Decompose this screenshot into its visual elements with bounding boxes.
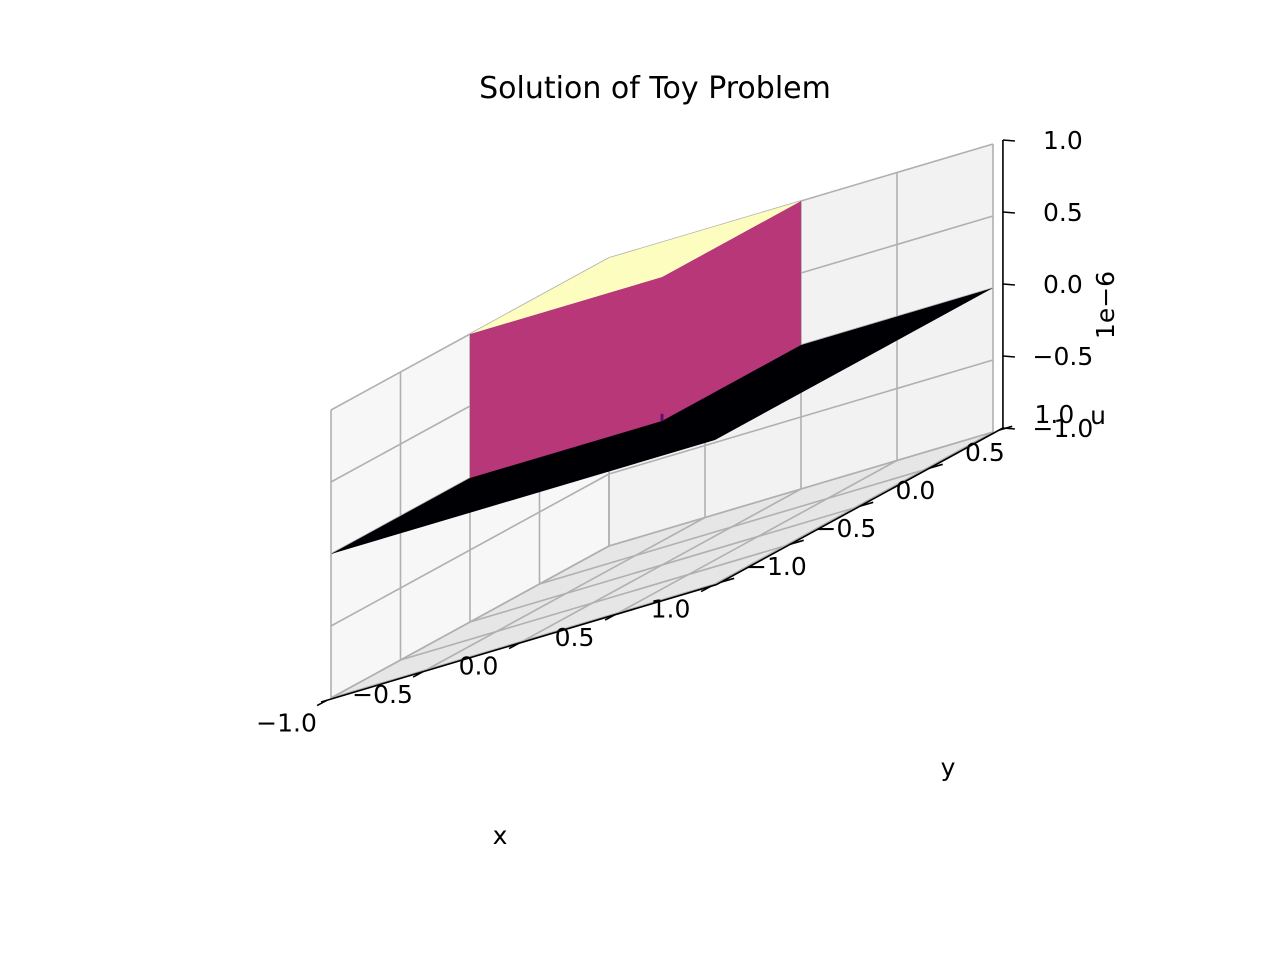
z-tick-label-3: 0.5 [1043, 198, 1083, 227]
chart-title: Solution of Toy Problem [479, 71, 831, 106]
z-tick-3 [1002, 211, 1015, 214]
surface-right-face [662, 201, 801, 421]
z-tick-0 [1002, 427, 1015, 430]
y-tick-label-4: 1.0 [1035, 400, 1075, 429]
tick-labels: −1.0−0.50.00.51.0−1.0−0.50.00.51.0−1.0−0… [256, 126, 1093, 737]
y-grid-floor-3 [539, 469, 924, 585]
y-tick-1 [790, 539, 804, 546]
z-tick-1 [1002, 355, 1015, 358]
z-grid-back-0 [608, 431, 994, 547]
y-tick-3 [929, 463, 943, 470]
z-grid-left-1 [330, 473, 610, 627]
x-tick-1 [412, 671, 424, 678]
x-tick-3 [604, 614, 616, 621]
y-tick-label-3: 0.5 [965, 438, 1005, 467]
x-tick-label-2: 0.0 [459, 651, 499, 680]
x-tick-4 [700, 585, 712, 593]
z-tick-label-1: −0.5 [1033, 342, 1094, 371]
y-tick-label-1: −0.5 [816, 514, 877, 543]
z-tick-label-4: 1.0 [1043, 126, 1083, 155]
y-tick-0 [720, 577, 735, 584]
z-offset-label: 1e−6 [1091, 271, 1120, 339]
z-tick-2 [1002, 283, 1015, 286]
z-grid-left-0 [330, 545, 610, 699]
z-tick-4 [1002, 139, 1015, 142]
y-tick-label-2: 0.0 [896, 476, 936, 505]
x-tick-label-1: −0.5 [352, 680, 413, 709]
y-tick-2 [859, 501, 874, 508]
x-tick-label-3: 0.5 [555, 623, 595, 652]
x-tick-0 [316, 699, 328, 707]
y-grid-floor-2 [469, 507, 855, 623]
z-tick-label-2: 0.0 [1043, 270, 1083, 299]
x-tick-2 [508, 642, 520, 650]
x-tick-label-0: −1.0 [256, 708, 317, 737]
surface-front-face [470, 277, 662, 478]
z-grid-back-1 [608, 359, 994, 475]
y-grid-floor-0 [330, 583, 716, 699]
x-tick-label-4: 1.0 [651, 594, 691, 623]
y-axis-label: y [941, 753, 956, 782]
z-tick-label-0: −1.0 [1033, 414, 1094, 443]
y-grid-floor-1 [400, 545, 785, 661]
tick-marks [316, 139, 1015, 707]
x-axis-label: x [493, 821, 508, 850]
z-axis-label: u [1090, 401, 1106, 430]
surface-plot [331, 201, 993, 554]
y-tick-label-0: −1.0 [746, 552, 807, 581]
surface-top-face [470, 201, 801, 334]
